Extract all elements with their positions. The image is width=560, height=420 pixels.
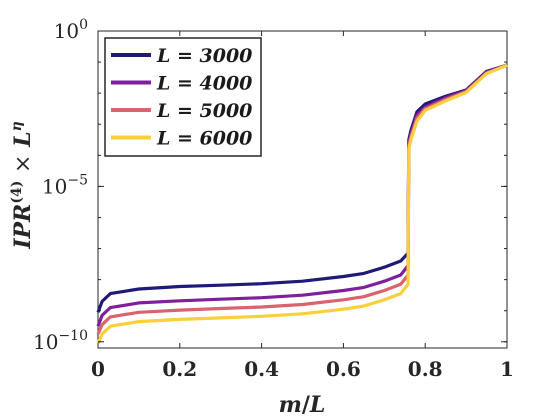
y-tick-label: 10−10: [33, 328, 88, 354]
series-line: [96, 63, 508, 313]
legend-entry: L = 3000: [156, 45, 252, 67]
x-tick-label: 0.8: [408, 357, 443, 381]
legend: L = 3000 L = 4000 L = 5000 L = 6000: [104, 37, 262, 157]
y-axis-label: IPR(4) × Lη: [9, 121, 36, 250]
x-tick-label: 0: [91, 357, 105, 381]
x-tick-label: 0.6: [326, 357, 361, 381]
x-tick-label: 0.2: [162, 357, 197, 381]
tick-layer: 0 0.2 0.4 0.6 0.8 1 10−10 10−5 100: [33, 17, 514, 381]
y-tick-label: 10−5: [42, 172, 88, 198]
x-tick-label: 0.4: [244, 357, 279, 381]
y-tick-label: 100: [54, 17, 88, 43]
legend-entry: L = 5000: [156, 100, 252, 122]
legend-entry: L = 6000: [156, 128, 252, 150]
legend-entry: L = 4000: [156, 73, 252, 95]
series-line: [96, 63, 508, 344]
series-layer: [96, 63, 508, 344]
x-axis-label: m/L: [279, 392, 326, 418]
x-tick-label: 1: [500, 357, 514, 381]
